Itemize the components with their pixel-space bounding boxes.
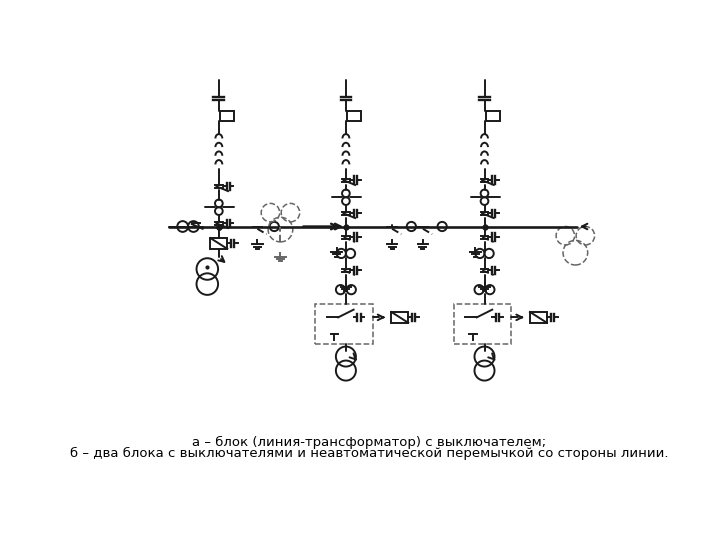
Bar — [315, 303, 373, 343]
Bar — [210, 238, 228, 249]
Text: б – два блока с выключателями и неавтоматической перемычкой со стороны линии.: б – два блока с выключателями и неавтома… — [70, 447, 668, 460]
Bar — [348, 111, 361, 121]
Bar — [530, 312, 547, 323]
Bar — [392, 312, 408, 323]
Text: а – блок (линия-трансформатор) с выключателем;: а – блок (линия-трансформатор) с выключа… — [192, 436, 546, 449]
Bar — [220, 111, 234, 121]
Bar — [486, 111, 500, 121]
Bar — [454, 303, 511, 343]
